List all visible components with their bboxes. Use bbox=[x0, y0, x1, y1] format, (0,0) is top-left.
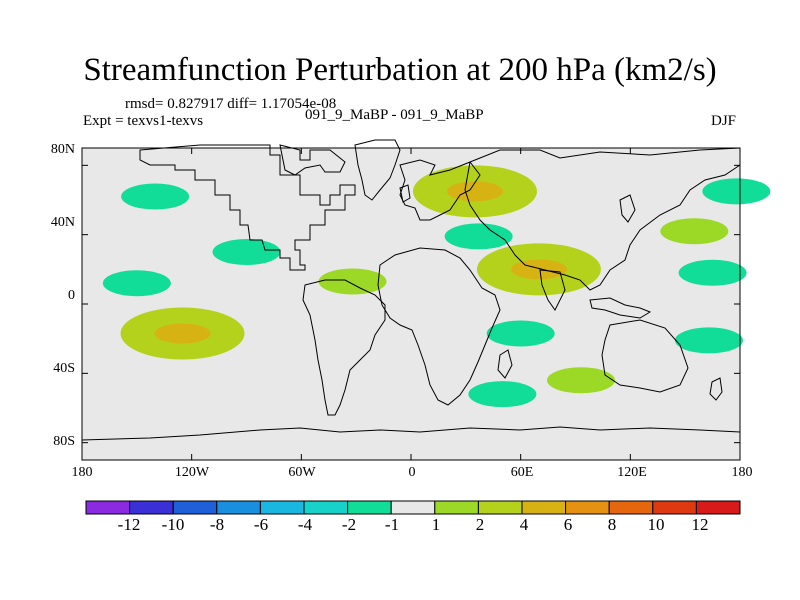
coastline-uk bbox=[399, 184, 411, 203]
colorbar-label: -8 bbox=[209, 515, 225, 534]
y-tick-label: 80N bbox=[50, 142, 75, 157]
colorbar-swatch bbox=[347, 500, 392, 515]
plot-background bbox=[82, 148, 740, 460]
chart-title: Streamfunction Perturbation at 200 hPa (… bbox=[83, 52, 717, 88]
colorbar bbox=[85, 500, 741, 515]
colorbar-swatch bbox=[652, 500, 697, 515]
anomaly-region bbox=[702, 178, 771, 205]
colorbar-swatch bbox=[434, 500, 479, 515]
colorbar-label: -1 bbox=[384, 515, 400, 534]
coastline-japan bbox=[619, 194, 636, 223]
coastline-indonesia bbox=[589, 297, 652, 319]
coastline-canada-north bbox=[279, 144, 346, 176]
anomaly-core bbox=[154, 323, 211, 344]
coastline-europe bbox=[399, 159, 481, 221]
comparison-label: 091_9_MaBP - 091_9_MaBP bbox=[305, 107, 484, 123]
anomaly-region bbox=[546, 367, 615, 394]
x-tick-label: 120E bbox=[617, 465, 647, 480]
x-tick-label: 60E bbox=[510, 465, 534, 480]
stats-text: rmsd= 0.827917 diff= 1.17054e-08 bbox=[125, 96, 337, 112]
anomaly-region bbox=[674, 327, 743, 354]
anomaly-region bbox=[468, 381, 537, 408]
y-tick-label: 80S bbox=[53, 434, 75, 449]
colorbar-label: 4 bbox=[519, 515, 529, 534]
colorbar-swatch bbox=[477, 500, 523, 515]
coastline-greenland bbox=[354, 139, 401, 201]
colorbar-label: 10 bbox=[647, 515, 665, 534]
coastline-madagascar bbox=[497, 349, 513, 379]
anomaly-region bbox=[660, 218, 729, 245]
colorbar-swatch bbox=[85, 500, 131, 515]
anomaly-core bbox=[446, 181, 503, 202]
coastline-asia bbox=[464, 147, 741, 291]
colorbar-label: 8 bbox=[607, 515, 617, 534]
anomaly-region bbox=[121, 183, 190, 210]
experiment-label: Expt = texvs1-texvs bbox=[83, 113, 204, 129]
colorbar-swatch bbox=[565, 500, 610, 515]
colorbar-label: 1 bbox=[431, 515, 441, 534]
anomaly-region bbox=[212, 239, 281, 265]
colorbar-swatch bbox=[129, 500, 174, 515]
coastline-africa bbox=[377, 247, 501, 406]
colorbar-label: -10 bbox=[161, 515, 185, 534]
colorbar-swatch bbox=[695, 500, 741, 515]
anomaly-region bbox=[678, 259, 747, 286]
axis-ticks bbox=[81, 148, 741, 460]
colorbar-label: 12 bbox=[691, 515, 709, 534]
colorbar-swatch bbox=[259, 500, 305, 515]
colorbar-swatch bbox=[303, 500, 349, 515]
x-tick-label: 0 bbox=[408, 465, 416, 480]
season-label: DJF bbox=[711, 113, 737, 129]
coastline-south-america bbox=[302, 279, 386, 416]
colorbar-swatch bbox=[172, 500, 218, 515]
x-tick-label: 120W bbox=[174, 465, 210, 480]
coastlines bbox=[81, 139, 741, 441]
colorbar-label: -2 bbox=[341, 515, 357, 534]
colorbar-swatch bbox=[216, 500, 261, 515]
anomaly-region bbox=[486, 320, 555, 347]
x-tick-label: 180 bbox=[71, 465, 93, 480]
coastline-antarctica bbox=[81, 426, 741, 441]
colorbar-label: 6 bbox=[563, 515, 573, 534]
colorbar-label: -4 bbox=[297, 515, 313, 534]
colorbar-swatch bbox=[521, 500, 567, 515]
y-tick-label: 40N bbox=[50, 215, 75, 230]
x-tick-label: 180 bbox=[731, 465, 753, 480]
coastline-new-zealand bbox=[709, 377, 723, 401]
colorbar-label: 2 bbox=[475, 515, 485, 534]
coastline-india bbox=[539, 269, 566, 311]
anomaly-region bbox=[318, 268, 387, 295]
anomaly-region bbox=[102, 270, 171, 297]
colorbar-label: -6 bbox=[253, 515, 269, 534]
coastline-australia bbox=[601, 319, 689, 393]
anomaly-core bbox=[510, 259, 567, 280]
colorbar-label: -12 bbox=[117, 515, 141, 534]
x-tick-label: 60W bbox=[288, 465, 316, 480]
colorbar-swatch bbox=[390, 500, 436, 515]
anomaly-region bbox=[444, 223, 513, 250]
anomaly-shading bbox=[102, 165, 771, 408]
y-tick-label: 0 bbox=[68, 288, 75, 303]
y-tick-label: 40S bbox=[53, 361, 75, 376]
colorbar-swatch bbox=[608, 500, 654, 515]
coastline-north-america bbox=[139, 144, 356, 271]
